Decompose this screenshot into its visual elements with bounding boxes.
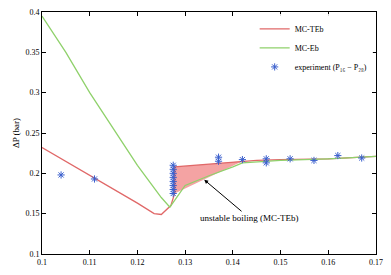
svg-text:0.15: 0.15 (25, 209, 39, 218)
svg-text:0.3: 0.3 (29, 88, 39, 97)
svg-text:0.25: 0.25 (25, 129, 39, 138)
svg-text:0.4: 0.4 (29, 8, 39, 17)
svg-text:0.14: 0.14 (226, 258, 240, 267)
svg-text:unstable boiling (MC-TEb): unstable boiling (MC-TEb) (200, 213, 299, 223)
svg-text:0.2: 0.2 (29, 169, 39, 178)
svg-text:0.11: 0.11 (83, 258, 97, 267)
svg-text:MC-TEb: MC-TEb (295, 25, 324, 34)
svg-text:0.16: 0.16 (321, 258, 335, 267)
svg-text:0.35: 0.35 (25, 48, 39, 57)
svg-text:0.13: 0.13 (178, 258, 192, 267)
svg-text:ΔP (bar): ΔP (bar) (11, 118, 21, 148)
svg-text:experiment (P₁₆ − P₂₈): experiment (P₁₆ − P₂₈) (295, 63, 367, 72)
svg-text:0.1: 0.1 (29, 250, 39, 259)
svg-text:0.1: 0.1 (37, 258, 47, 267)
svg-text:0.12: 0.12 (130, 258, 144, 267)
svg-text:0.15: 0.15 (274, 258, 288, 267)
svg-text:MC-Eb: MC-Eb (295, 44, 319, 53)
svg-text:0.17: 0.17 (369, 258, 383, 267)
